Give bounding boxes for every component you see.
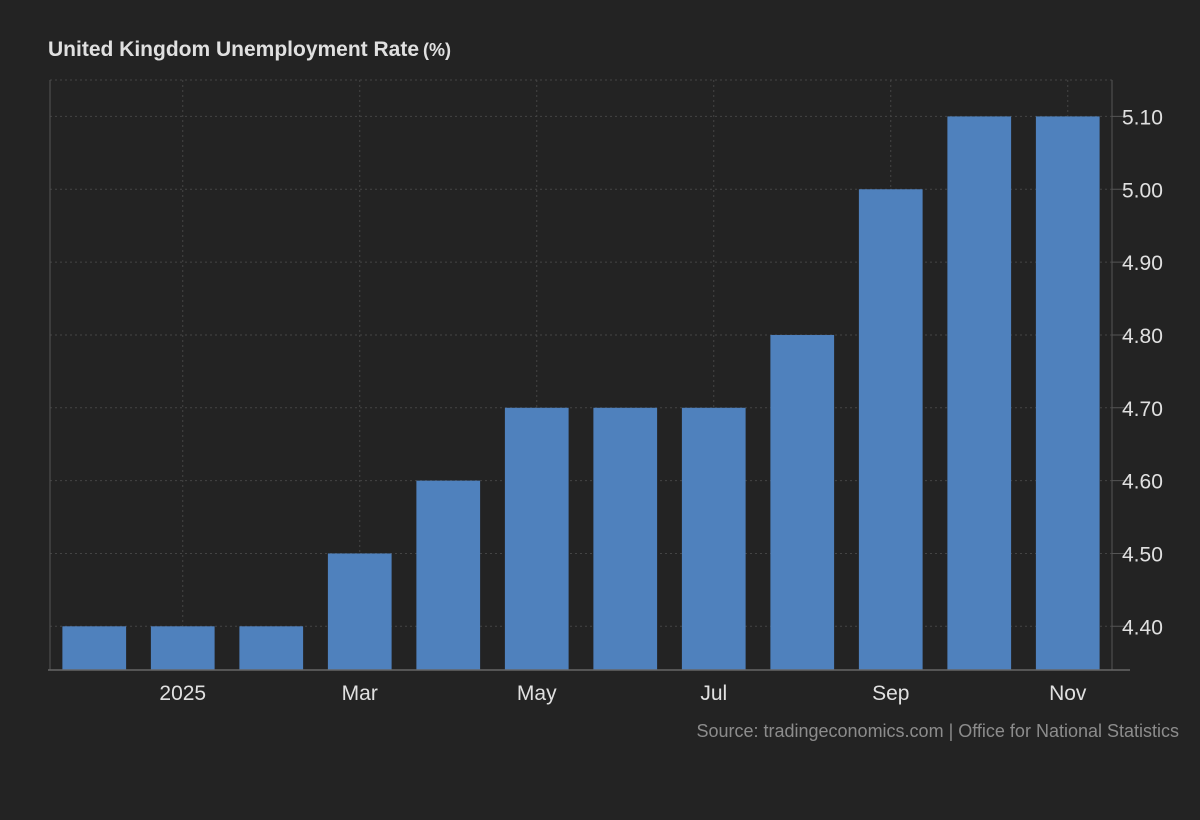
chart-title: United Kingdom Unemployment Rate (%): [48, 38, 451, 62]
bar-sep: [858, 189, 923, 670]
x-tick-label: Mar: [342, 682, 378, 705]
y-tick-label: 4.90: [1122, 252, 1163, 275]
bar-feb: [239, 626, 304, 670]
bar-may: [504, 407, 569, 670]
y-tick-label: 4.50: [1122, 543, 1163, 566]
bar-oct: [947, 116, 1012, 671]
bar-2025: [150, 626, 215, 670]
y-tick-label: 4.60: [1122, 471, 1163, 494]
y-tick-label: 5.10: [1122, 106, 1163, 129]
x-tick-label: Sep: [872, 682, 909, 705]
bar-nov: [1035, 116, 1100, 671]
y-tick-label: 4.40: [1122, 616, 1163, 639]
y-tick-label: 5.00: [1122, 179, 1163, 202]
x-tick-label: May: [517, 682, 557, 705]
bar-mar: [327, 553, 392, 670]
x-tick-label: 2025: [159, 682, 206, 705]
x-tick-label: Jul: [700, 682, 727, 705]
bar-dec: [62, 626, 127, 670]
source-text: Source: tradingeconomics.com | Office fo…: [696, 721, 1179, 741]
x-tick-label: Nov: [1049, 682, 1087, 705]
y-tick-label: 4.70: [1122, 398, 1163, 421]
y-tick-label: 4.80: [1122, 325, 1163, 348]
bar-jun: [593, 407, 658, 670]
chart-title-text: United Kingdom Unemployment Rate: [48, 38, 420, 61]
bar-aug: [770, 334, 835, 670]
bar-apr: [416, 480, 481, 670]
chart-unit-label: (%): [423, 40, 452, 60]
bar-jul: [681, 407, 746, 670]
